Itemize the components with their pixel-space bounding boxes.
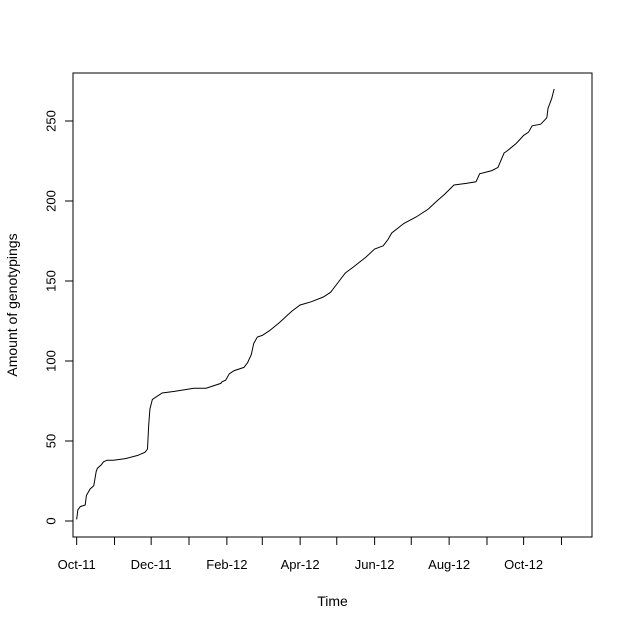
x-tick-label: Dec-11 [131,557,172,572]
x-tick-label: Oct-12 [504,557,543,572]
y-tick-label: 100 [44,350,59,372]
series-line [76,88,555,520]
x-tick-label: Aug-12 [428,557,470,572]
y-axis-title: Amount of genotypings [4,233,20,376]
y-axis: 0 50 100 150 200 250 [44,110,73,525]
x-tick-label: Feb-12 [206,557,247,572]
y-tick-label: 250 [44,110,59,132]
y-tick-label: 50 [44,434,59,448]
x-axis: Oct-11 Dec-11 Feb-12 Apr-12 Jun-12 Aug-12 Oct-… [58,537,562,572]
x-tick-label: Apr-12 [281,557,320,572]
y-tick-label: 150 [44,270,59,292]
y-tick-label: 200 [44,190,59,212]
x-axis-title: Time [317,593,348,609]
y-tick-label: 0 [44,517,59,524]
x-tick-label: Jun-12 [355,557,395,572]
plot-frame [72,72,593,538]
x-tick-label: Oct-11 [58,557,96,572]
